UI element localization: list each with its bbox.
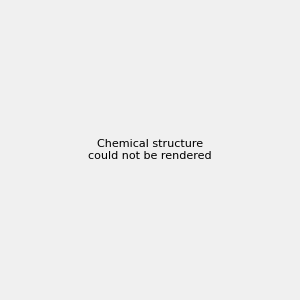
Text: Chemical structure
could not be rendered: Chemical structure could not be rendered [88,139,212,161]
